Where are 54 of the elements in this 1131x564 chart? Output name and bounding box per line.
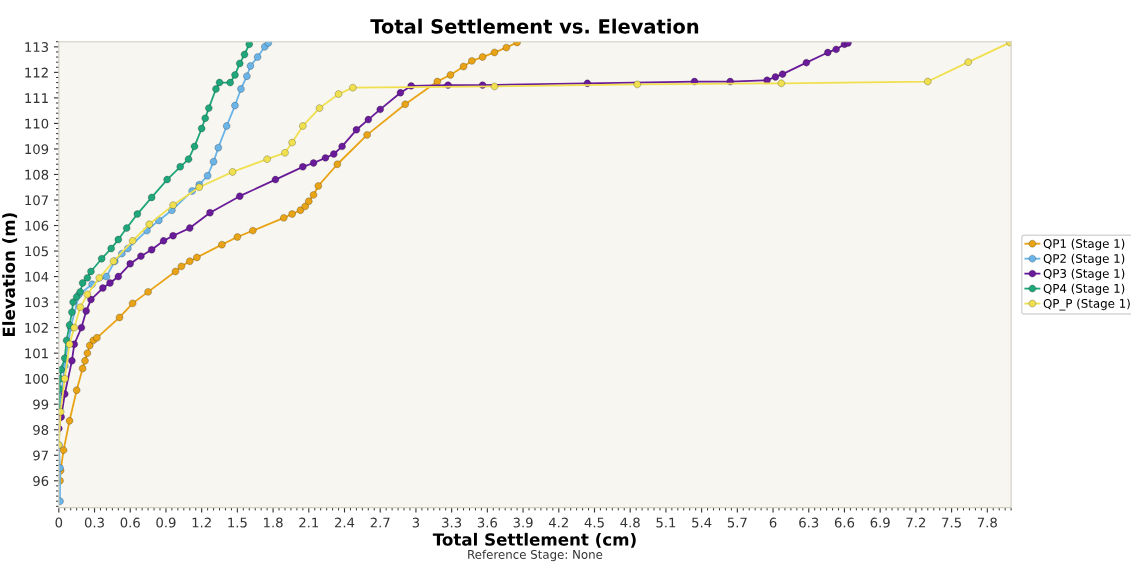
x-tick-label: 7.2 xyxy=(906,517,926,528)
x-tick-label: 2.1 xyxy=(299,517,319,528)
x-tick-label: 3.6 xyxy=(477,517,498,528)
x-tick-label: 3.3 xyxy=(442,517,462,528)
y-tick-label: 109 xyxy=(25,144,49,155)
legend-label: QP_P (Stage 1) xyxy=(1043,298,1130,311)
x-tick-label: 6.6 xyxy=(834,517,855,528)
x-tick-label: 5.7 xyxy=(727,517,747,528)
y-tick-label: 110 xyxy=(25,118,49,129)
x-tick-label: 7.5 xyxy=(942,517,961,528)
x-tick-label: 0 xyxy=(55,517,63,528)
x-tick-label: 1.8 xyxy=(264,517,283,528)
x-tick-label: 0.9 xyxy=(156,517,176,528)
y-tick-label: 113 xyxy=(25,42,49,53)
x-tick-label: 5.1 xyxy=(656,517,676,528)
y-tick-label: 99 xyxy=(33,399,49,410)
x-tick-label: 4.2 xyxy=(548,517,568,528)
y-tick-label: 107 xyxy=(25,195,48,206)
x-tick-label: 3.9 xyxy=(513,517,533,528)
chart-title: Total Settlement vs. Elevation xyxy=(370,18,699,34)
x-tick-label: 2.7 xyxy=(370,517,390,528)
y-tick-label: 100 xyxy=(25,373,49,384)
x-axis-title: Total Settlement (cm) xyxy=(432,532,636,548)
x-tick-label: 5.4 xyxy=(692,517,712,528)
x-tick-label: 7.8 xyxy=(977,517,997,528)
legend-label: QP1 (Stage 1) xyxy=(1043,238,1125,251)
x-tick-label: 1.5 xyxy=(228,517,247,528)
text: Reference Stage: None xyxy=(468,549,603,562)
legend-label: QP2 (Stage 1) xyxy=(1043,253,1125,266)
legend-label: QP4 (Stage 1) xyxy=(1043,283,1125,296)
x-tick-label: 6.3 xyxy=(799,517,819,528)
x-tick-label: 4.5 xyxy=(584,517,604,528)
y-tick-label: 108 xyxy=(25,169,49,180)
y-tick-label: 105 xyxy=(25,246,48,257)
y-tick-label: 112 xyxy=(25,67,48,78)
x-tick-label: 0.3 xyxy=(84,517,104,528)
x-tick-label: 3 xyxy=(412,517,420,528)
y-tick-label: 104 xyxy=(25,271,49,282)
y-tick-label: 101 xyxy=(25,348,48,359)
x-tick-label: 6 xyxy=(769,517,777,528)
x-tick-label: 6.9 xyxy=(870,517,890,528)
y-tick-label: 106 xyxy=(25,220,49,231)
x-tick-label: 4.8 xyxy=(620,517,640,528)
x-tick-label: 2.4 xyxy=(334,517,355,528)
legend-label: QP3 (Stage 1) xyxy=(1043,268,1125,281)
x-tick-label: 1.2 xyxy=(192,517,211,528)
x-tick-label: 0.6 xyxy=(120,517,140,528)
y-axis-title: Elevation (m) xyxy=(2,213,18,337)
y-tick-label: 111 xyxy=(25,93,48,103)
y-tick-label: 96 xyxy=(33,476,49,486)
y-tick-label: 98 xyxy=(33,424,49,435)
y-tick-label: 102 xyxy=(25,322,48,333)
y-tick-label: 103 xyxy=(25,297,49,308)
y-tick-label: 97 xyxy=(33,450,48,461)
